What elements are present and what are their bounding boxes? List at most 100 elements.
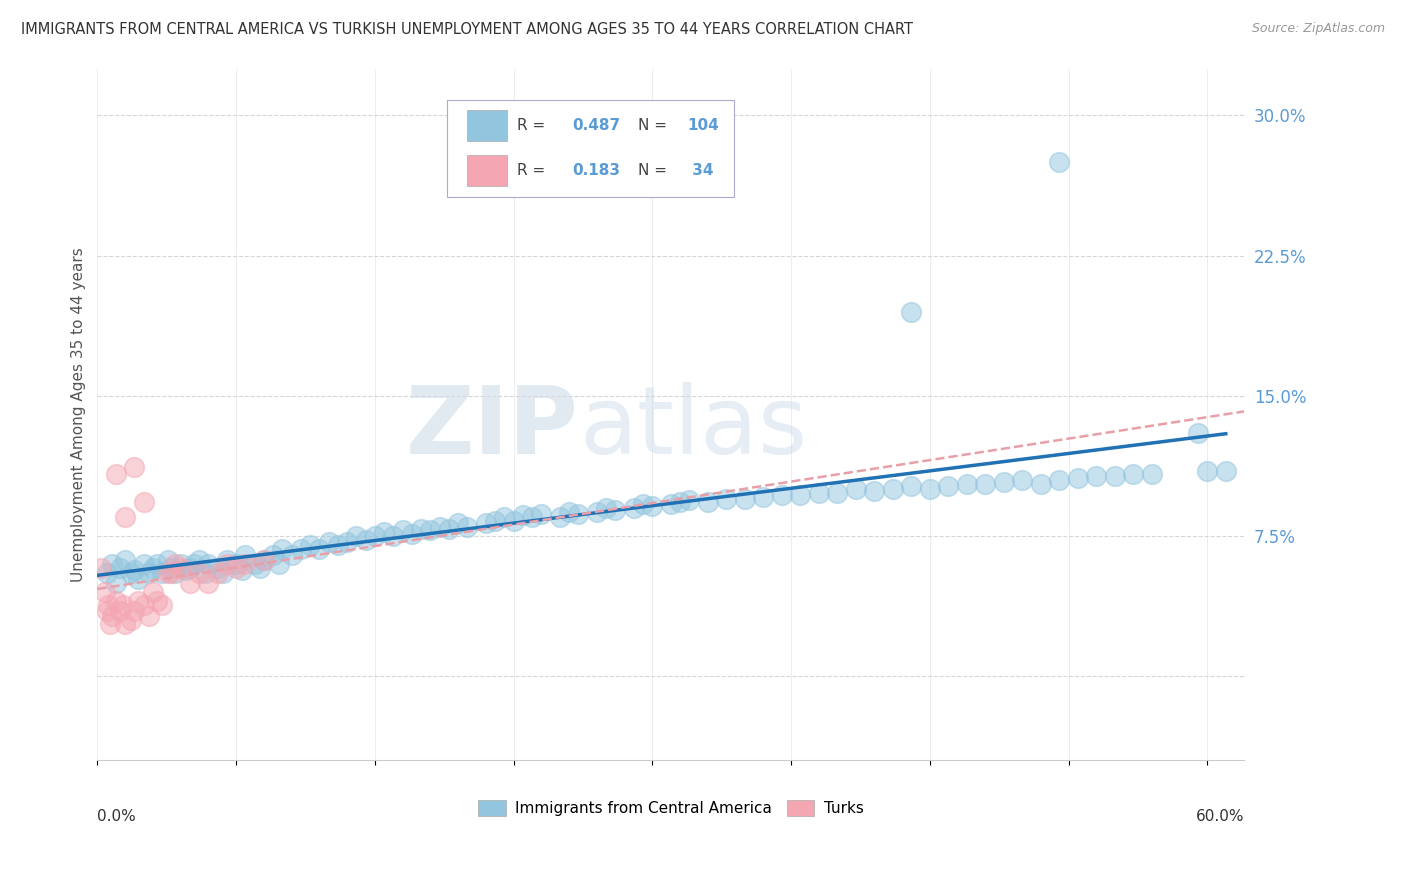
- Point: [262, 548, 284, 562]
- Point: [336, 534, 359, 549]
- Point: [1029, 476, 1052, 491]
- Point: [373, 525, 395, 540]
- Point: [437, 522, 460, 536]
- Point: [138, 609, 160, 624]
- Point: [112, 598, 135, 612]
- Point: [124, 604, 146, 618]
- Point: [409, 522, 432, 536]
- Point: [96, 604, 118, 618]
- Point: [1047, 473, 1070, 487]
- Point: [138, 566, 160, 581]
- Point: [160, 561, 183, 575]
- FancyBboxPatch shape: [467, 110, 506, 141]
- Point: [558, 505, 581, 519]
- Point: [993, 475, 1015, 489]
- Point: [197, 557, 219, 571]
- Point: [1187, 426, 1209, 441]
- FancyBboxPatch shape: [447, 100, 734, 196]
- Point: [271, 542, 294, 557]
- Point: [267, 557, 290, 571]
- Point: [494, 510, 516, 524]
- Point: [194, 566, 217, 581]
- Point: [197, 575, 219, 590]
- Point: [132, 557, 155, 571]
- Point: [548, 510, 571, 524]
- Point: [169, 561, 191, 575]
- Point: [659, 497, 682, 511]
- Point: [502, 514, 524, 528]
- Text: IMMIGRANTS FROM CENTRAL AMERICA VS TURKISH UNEMPLOYMENT AMONG AGES 35 TO 44 YEAR: IMMIGRANTS FROM CENTRAL AMERICA VS TURKI…: [21, 22, 912, 37]
- Y-axis label: Unemployment Among Ages 35 to 44 years: Unemployment Among Ages 35 to 44 years: [72, 247, 86, 582]
- Point: [90, 561, 112, 575]
- Point: [1067, 471, 1090, 485]
- Point: [233, 557, 256, 571]
- Text: 0.0%: 0.0%: [97, 809, 136, 824]
- Text: N =: N =: [637, 163, 666, 178]
- Point: [142, 585, 165, 599]
- Text: N =: N =: [637, 118, 666, 133]
- Point: [678, 493, 700, 508]
- Point: [631, 497, 654, 511]
- Point: [1104, 469, 1126, 483]
- Point: [114, 553, 136, 567]
- Point: [807, 486, 830, 500]
- Text: 104: 104: [688, 118, 718, 133]
- Point: [344, 529, 367, 543]
- Point: [520, 510, 543, 524]
- Point: [96, 566, 118, 581]
- Text: 0.487: 0.487: [572, 118, 620, 133]
- Text: 0.183: 0.183: [572, 163, 620, 178]
- Point: [104, 594, 127, 608]
- Point: [98, 616, 121, 631]
- Text: ZIP: ZIP: [406, 383, 579, 475]
- Point: [1197, 464, 1219, 478]
- Point: [179, 561, 201, 575]
- Point: [734, 491, 756, 506]
- Point: [212, 566, 235, 581]
- Point: [956, 476, 979, 491]
- Point: [174, 563, 197, 577]
- Point: [641, 499, 664, 513]
- Point: [169, 557, 191, 571]
- Point: [1085, 469, 1108, 483]
- Point: [101, 609, 124, 624]
- Point: [447, 516, 470, 530]
- Point: [512, 508, 534, 523]
- Point: [475, 516, 498, 530]
- Point: [132, 495, 155, 509]
- Point: [145, 594, 167, 608]
- FancyBboxPatch shape: [467, 155, 506, 186]
- Point: [101, 557, 124, 571]
- Point: [127, 572, 149, 586]
- Point: [243, 557, 266, 571]
- Point: [1122, 467, 1144, 482]
- Point: [179, 575, 201, 590]
- Point: [1047, 155, 1070, 169]
- Point: [918, 482, 941, 496]
- Point: [789, 488, 811, 502]
- Text: R =: R =: [517, 163, 555, 178]
- Point: [401, 527, 423, 541]
- Point: [165, 557, 187, 571]
- Point: [108, 561, 131, 575]
- Point: [150, 566, 173, 581]
- Point: [225, 557, 247, 571]
- Point: [188, 566, 211, 581]
- Point: [249, 561, 271, 575]
- Point: [127, 594, 149, 608]
- Point: [94, 585, 117, 599]
- Point: [364, 529, 387, 543]
- Point: [120, 613, 142, 627]
- Point: [290, 542, 312, 557]
- Point: [974, 476, 997, 491]
- Point: [623, 500, 645, 515]
- Point: [207, 561, 229, 575]
- Point: [326, 538, 349, 552]
- Point: [104, 467, 127, 482]
- Point: [114, 616, 136, 631]
- Point: [845, 482, 868, 496]
- Point: [233, 548, 256, 562]
- Point: [142, 561, 165, 575]
- Text: R =: R =: [517, 118, 550, 133]
- Text: 60.0%: 60.0%: [1195, 809, 1244, 824]
